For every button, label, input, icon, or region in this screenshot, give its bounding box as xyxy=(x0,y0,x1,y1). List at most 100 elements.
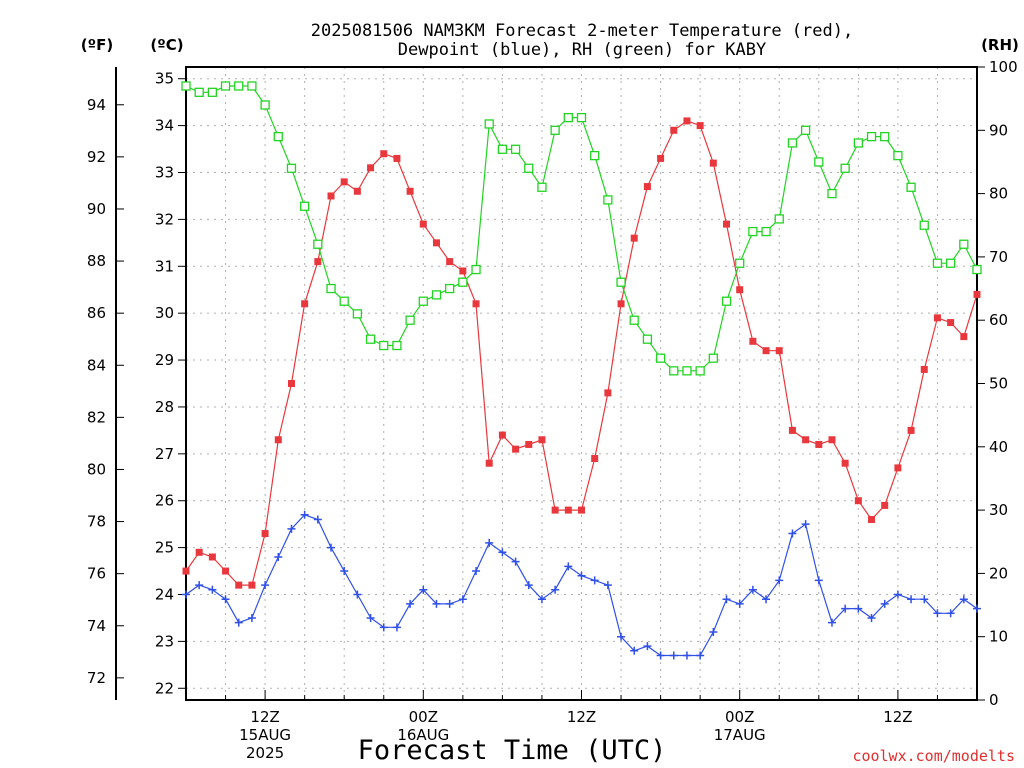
fahrenheit-axis-label: (ºF) xyxy=(81,36,113,54)
rh-tick-label: 40 xyxy=(989,438,1008,456)
celsius-tick-label: 29 xyxy=(155,351,174,369)
temperature-point xyxy=(485,459,493,467)
rh-point xyxy=(220,81,231,91)
rh-point xyxy=(299,201,310,211)
celsius-tick-label: 35 xyxy=(155,70,174,88)
rh-point xyxy=(932,258,943,268)
rh-tick-label: 90 xyxy=(989,121,1008,139)
dewpoint-point xyxy=(867,613,876,622)
celsius-axis-label: (ºC) xyxy=(150,36,183,54)
dewpoint-point xyxy=(946,609,955,618)
rh-point xyxy=(365,334,376,344)
temperature-point xyxy=(841,459,849,467)
dewpoint-point xyxy=(406,599,415,608)
dewpoint-point xyxy=(603,581,612,590)
temperature-point xyxy=(525,440,533,448)
temperature-point xyxy=(920,365,928,373)
temperature-point xyxy=(933,314,941,322)
dewpoint-point xyxy=(748,585,757,594)
rh-point xyxy=(550,125,560,135)
rh-point xyxy=(708,353,718,363)
dewpoint-point xyxy=(696,651,705,660)
rh-point xyxy=(313,239,323,249)
temperature-point xyxy=(182,567,190,575)
temperature-point xyxy=(591,455,599,463)
temperature-point xyxy=(327,192,335,200)
temperature-point xyxy=(854,497,862,505)
rh-point xyxy=(352,309,363,319)
rh-axis-label: (RH) xyxy=(981,36,1019,54)
dewpoint-point xyxy=(735,599,744,608)
celsius-tick-label: 34 xyxy=(155,117,174,135)
celsius-tick-label: 22 xyxy=(155,679,174,697)
rh-point xyxy=(273,131,283,142)
dewpoint-point xyxy=(617,632,626,641)
rh-point xyxy=(629,315,639,325)
rh-point xyxy=(497,144,508,154)
temperature-point xyxy=(894,464,902,472)
temperature-point xyxy=(419,220,427,228)
rh-tick-label: 100 xyxy=(989,58,1018,76)
dewpoint-point xyxy=(841,604,850,613)
celsius-tick-label: 26 xyxy=(155,492,174,510)
dewpoint-point xyxy=(379,623,388,632)
dewpoint-point xyxy=(472,567,481,576)
rh-point xyxy=(827,188,837,199)
dewpoint-point xyxy=(722,595,731,604)
temperature-point xyxy=(907,426,915,434)
dewpoint-point xyxy=(419,585,428,594)
dewpoint-point xyxy=(775,576,784,585)
rh-point xyxy=(234,81,244,91)
dewpoint-point xyxy=(392,623,401,632)
dewpoint-point xyxy=(261,581,270,590)
rh-point xyxy=(721,296,732,306)
dewpoint-point xyxy=(669,651,678,660)
grid xyxy=(186,67,977,700)
rh-point xyxy=(959,239,969,249)
rh-point xyxy=(339,296,349,306)
rh-point xyxy=(603,195,613,205)
x-axis-title: Forecast Time (UTC) xyxy=(358,735,667,766)
fahrenheit-tick-label: 74 xyxy=(87,617,106,635)
celsius-tick-label: 33 xyxy=(155,164,174,182)
rh-point xyxy=(655,353,666,363)
celsius-tick-label: 25 xyxy=(155,539,174,557)
celsius-tick-label: 23 xyxy=(155,632,174,650)
temperature-point xyxy=(643,183,651,191)
rh-point xyxy=(576,112,587,123)
temperature-point xyxy=(604,389,612,397)
rh-point xyxy=(247,81,257,91)
x-tick-label: 12Z xyxy=(883,708,912,726)
temperature-point xyxy=(578,506,585,514)
dewpoint-point xyxy=(445,599,454,608)
rh-point xyxy=(590,150,600,161)
temperature-point xyxy=(248,581,256,589)
rh-point xyxy=(458,277,468,287)
rh-point xyxy=(814,157,824,167)
rh-point xyxy=(326,283,336,294)
x-tick-label: 2025 xyxy=(246,744,284,762)
fahrenheit-tick-label: 86 xyxy=(87,304,106,322)
rh-tick-label: 20 xyxy=(989,564,1008,582)
dewpoint-point xyxy=(920,595,929,604)
celsius-tick-label: 31 xyxy=(155,257,174,275)
dewpoint-point xyxy=(630,646,639,655)
fahrenheit-tick-label: 92 xyxy=(87,148,106,166)
rh-point xyxy=(669,366,679,376)
rh-point xyxy=(616,277,626,287)
temperature-point xyxy=(287,380,295,387)
rh-tick-label: 80 xyxy=(989,185,1008,203)
temperature-point xyxy=(367,164,375,172)
temperature-point xyxy=(314,258,322,266)
rh-point xyxy=(853,138,863,148)
chart-title-line1: 2025081506 NAM3KM Forecast 2-meter Tempe… xyxy=(311,21,853,41)
dewpoint-point xyxy=(893,590,902,599)
rh-point xyxy=(800,125,811,135)
fahrenheit-tick-label: 84 xyxy=(87,356,106,374)
dewpoint-point xyxy=(300,510,309,519)
dewpoint-point xyxy=(551,585,560,594)
rh-point xyxy=(431,290,442,300)
chart-title-line2: Dewpoint (blue), RH (green) for KABY xyxy=(398,40,766,60)
rh-point xyxy=(774,214,784,224)
rh-point xyxy=(642,334,653,344)
